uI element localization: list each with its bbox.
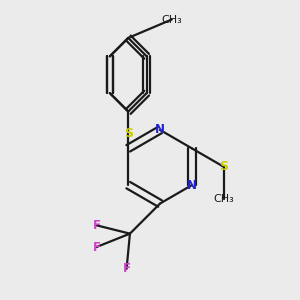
Text: S: S (219, 160, 228, 173)
Text: N: N (187, 178, 197, 192)
Text: N: N (155, 123, 165, 136)
Text: F: F (123, 262, 130, 275)
Text: CH₃: CH₃ (213, 194, 234, 203)
Text: F: F (92, 219, 101, 232)
Text: F: F (92, 241, 101, 254)
Text: CH₃: CH₃ (161, 14, 182, 25)
Text: S: S (124, 127, 133, 140)
